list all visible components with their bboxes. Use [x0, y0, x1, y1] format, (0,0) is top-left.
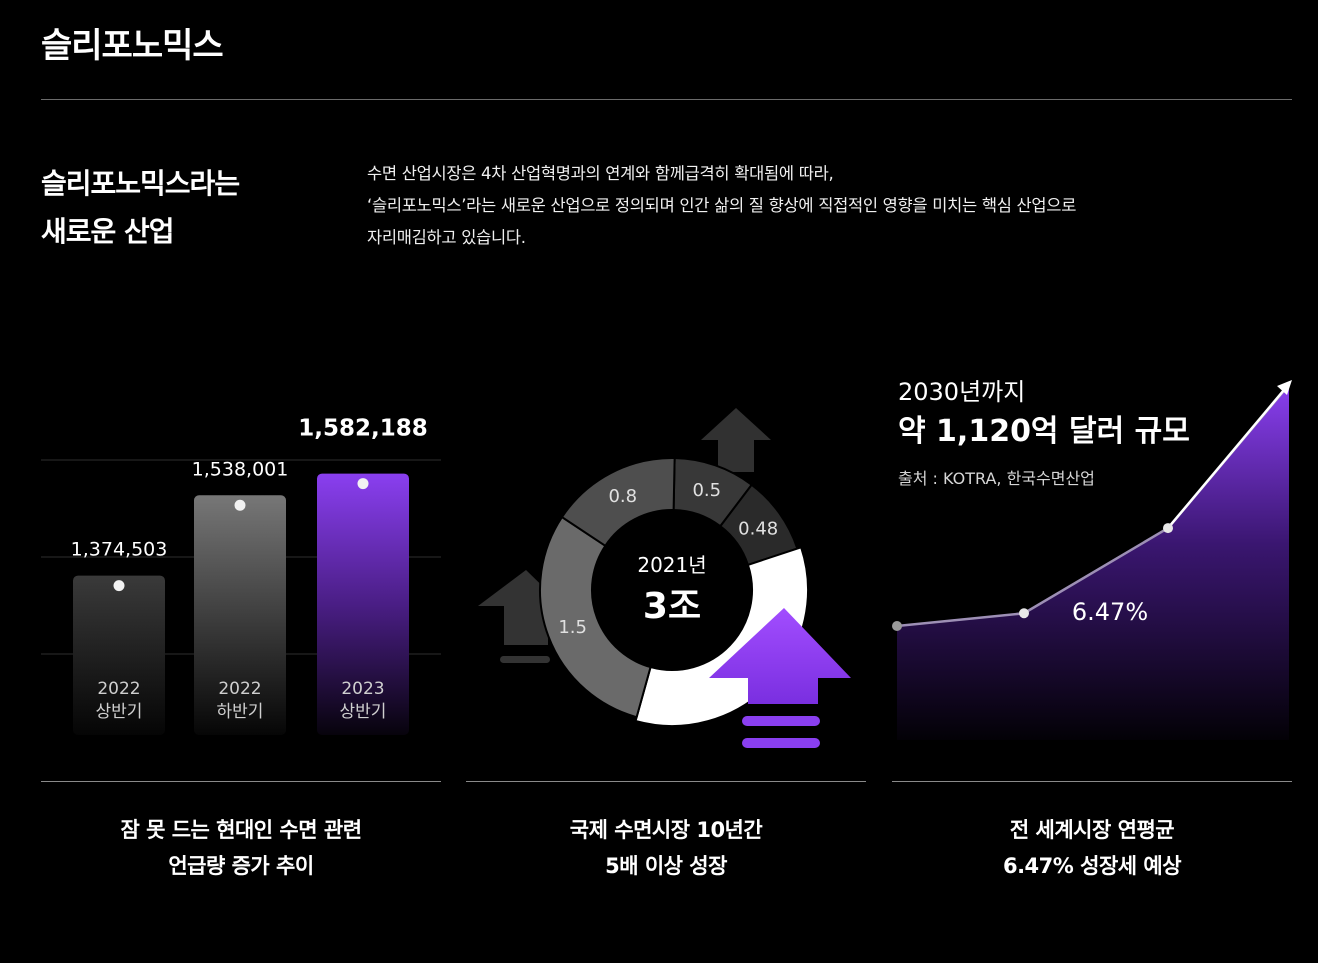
area-caption: 전 세계시장 연평균 6.47% 성장세 예상	[892, 812, 1292, 884]
bar-value-label: 1,374,503	[71, 539, 168, 561]
bar-value-label: 1,538,001	[192, 458, 289, 480]
donut-slice-label: 0.5	[692, 480, 721, 501]
donut-caption: 국제 수면시장 10년간 5배 이상 성장	[466, 812, 866, 884]
area-point	[892, 621, 902, 631]
area-point	[1163, 523, 1173, 534]
bar-caption-line-1: 잠 못 드는 현대인 수면 관련	[120, 818, 362, 842]
area-caption-line-2: 6.47% 성장세 예상	[1002, 854, 1182, 878]
bar-category-year: 2023	[341, 679, 384, 699]
intro-paragraph: 수면 산업시장은 4차 산업혁명과의 연계와 함께급격히 확대됨에 따라, ‘슬…	[367, 158, 1076, 254]
area-rate-label: 6.47%	[1072, 598, 1148, 626]
bar-chart: 1,374,503 2022 상반기 1,538,001 2022 하반기 1,582,18…	[41, 416, 441, 735]
section-heading: 슬리포노믹스라는 새로운 산업	[41, 160, 240, 256]
bar-category-year: 2022	[97, 679, 140, 699]
donut-slice	[539, 515, 652, 719]
area-source: 출처 : KOTRA, 한국수면산업	[898, 469, 1095, 488]
bar-value-label: 1,582,188	[298, 416, 428, 442]
donut-caption-line-2: 5배 이상 성장	[605, 854, 727, 878]
donut-slice-label: 0.8	[608, 486, 637, 507]
up-arrow-icon-gray-top	[701, 408, 771, 472]
intro-line-1: 수면 산업시장은 4차 산업혁명과의 연계와 함께급격히 확대됨에 따라,	[367, 164, 834, 183]
area-fill	[897, 384, 1289, 740]
bar-panel-divider	[41, 781, 441, 782]
bar-marker	[357, 478, 369, 490]
area-chart: 2030년까지 약 1,120억 달러 규모 출처 : KOTRA, 한국수면산…	[892, 378, 1292, 740]
bar-marker	[113, 580, 125, 592]
donut-slice	[560, 457, 676, 548]
top-divider	[41, 99, 1292, 100]
bar-category-year: 2022	[218, 679, 261, 699]
donut-chart: 0.5 0.48 1.5 0.8 2021년 3조	[478, 408, 851, 748]
bar-category-half: 하반기	[217, 702, 264, 722]
area-subtitle: 약 1,120억 달러 규모	[898, 414, 1190, 449]
bar	[194, 495, 286, 735]
donut-slice-label: 1.5	[558, 617, 587, 638]
area-point	[1019, 608, 1029, 619]
heading-line-1: 슬리포노믹스라는	[41, 167, 240, 200]
bar	[73, 575, 165, 735]
page-title: 슬리포노믹스	[41, 26, 224, 66]
donut-center-value: 3조	[643, 586, 701, 627]
area-panel-divider	[892, 781, 1292, 782]
bar-category-half: 상반기	[340, 702, 387, 722]
area-line-segment	[1167, 389, 1285, 529]
donut-panel-divider	[466, 781, 866, 782]
intro-line-2: ‘슬리포노믹스’라는 새로운 산업으로 정의되며 인간 삶의 질 향상에 직접적…	[367, 196, 1077, 215]
donut-slice-label: 0.48	[738, 518, 778, 539]
up-arrow-icon-purple	[709, 608, 851, 748]
intro-line-3: 자리매김하고 있습니다.	[367, 228, 526, 247]
donut-caption-line-1: 국제 수면시장 10년간	[569, 818, 763, 842]
arrow-head-icon	[1277, 379, 1292, 395]
donut-center-label: 2021년	[637, 553, 706, 577]
bar-category-half: 상반기	[96, 702, 143, 722]
bar-caption-line-2: 언급량 증가 추이	[168, 854, 314, 878]
bar	[317, 473, 409, 735]
area-title: 2030년까지	[898, 378, 1025, 406]
bar-caption: 잠 못 드는 현대인 수면 관련 언급량 증가 추이	[41, 812, 441, 884]
area-caption-line-1: 전 세계시장 연평균	[1009, 818, 1175, 842]
bar-marker	[234, 499, 246, 511]
heading-line-2: 새로운 산업	[41, 215, 175, 248]
